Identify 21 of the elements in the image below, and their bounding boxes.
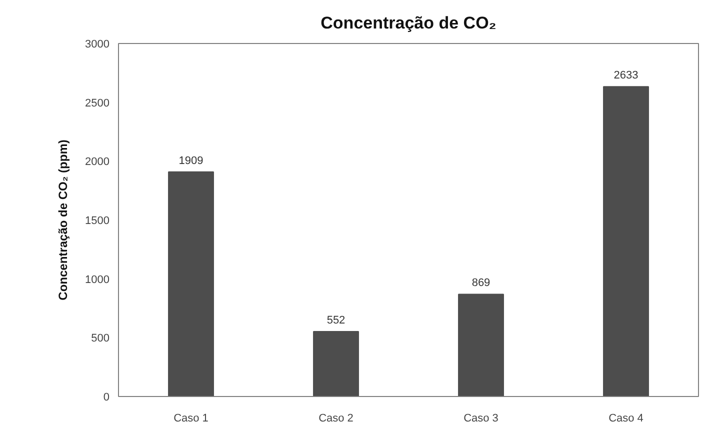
chart-title: Concentração de CO₂ [320, 14, 496, 32]
bar [168, 171, 214, 396]
y-tick-label: 1000 [85, 274, 110, 286]
y-tick-label: 500 [91, 332, 110, 345]
y-axis-title: Concentração de CO₂ (ppm) [56, 140, 70, 300]
bar [313, 331, 359, 396]
data-label: 869 [472, 277, 490, 290]
data-label: 1909 [178, 154, 204, 167]
x-tick-label: Caso 4 [608, 412, 644, 424]
y-tick-label: 3000 [85, 38, 110, 50]
y-tick-label: 1500 [85, 215, 110, 227]
bar [458, 294, 504, 396]
x-tick-label: Caso 1 [174, 412, 208, 424]
y-tick-label: 2500 [85, 97, 110, 110]
y-tick-label: 0 [103, 392, 110, 404]
x-tick-label: Caso 3 [464, 412, 498, 424]
data-label: 2633 [614, 70, 638, 82]
bar [603, 86, 649, 396]
y-tick-label: 2000 [85, 156, 110, 168]
data-label: 552 [326, 314, 346, 327]
x-tick-label: Caso 2 [318, 412, 354, 424]
